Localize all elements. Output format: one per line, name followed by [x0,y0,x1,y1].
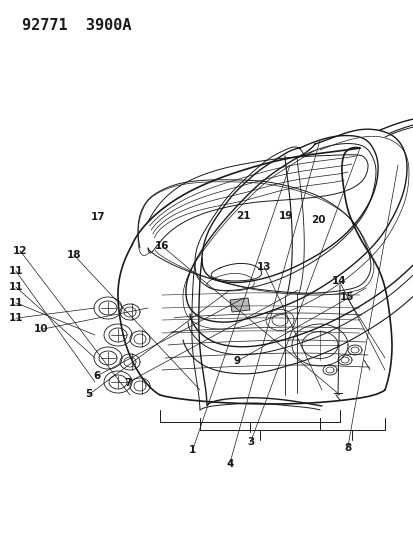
Text: 9: 9 [233,357,240,366]
Text: 19: 19 [279,211,293,221]
Text: 11: 11 [8,266,23,276]
Text: 17: 17 [91,213,106,222]
Text: 5: 5 [85,390,93,399]
Text: 21: 21 [235,211,250,221]
Text: 12: 12 [12,246,27,255]
Text: 6: 6 [93,371,101,381]
Text: 92771  3900A: 92771 3900A [22,18,131,33]
Text: 11: 11 [8,313,23,323]
Text: 13: 13 [256,262,271,271]
Text: 7: 7 [123,378,131,387]
Polygon shape [230,298,249,312]
Text: 3: 3 [246,438,254,447]
Text: 1: 1 [188,446,196,455]
Text: 20: 20 [311,215,325,224]
Text: 11: 11 [8,298,23,308]
Text: 16: 16 [154,241,169,251]
Text: 11: 11 [8,282,23,292]
Text: 18: 18 [66,250,81,260]
Text: 14: 14 [331,277,346,286]
Text: 10: 10 [34,325,49,334]
Text: 4: 4 [225,459,233,469]
Text: 15: 15 [339,293,354,302]
Text: 8: 8 [343,443,351,453]
